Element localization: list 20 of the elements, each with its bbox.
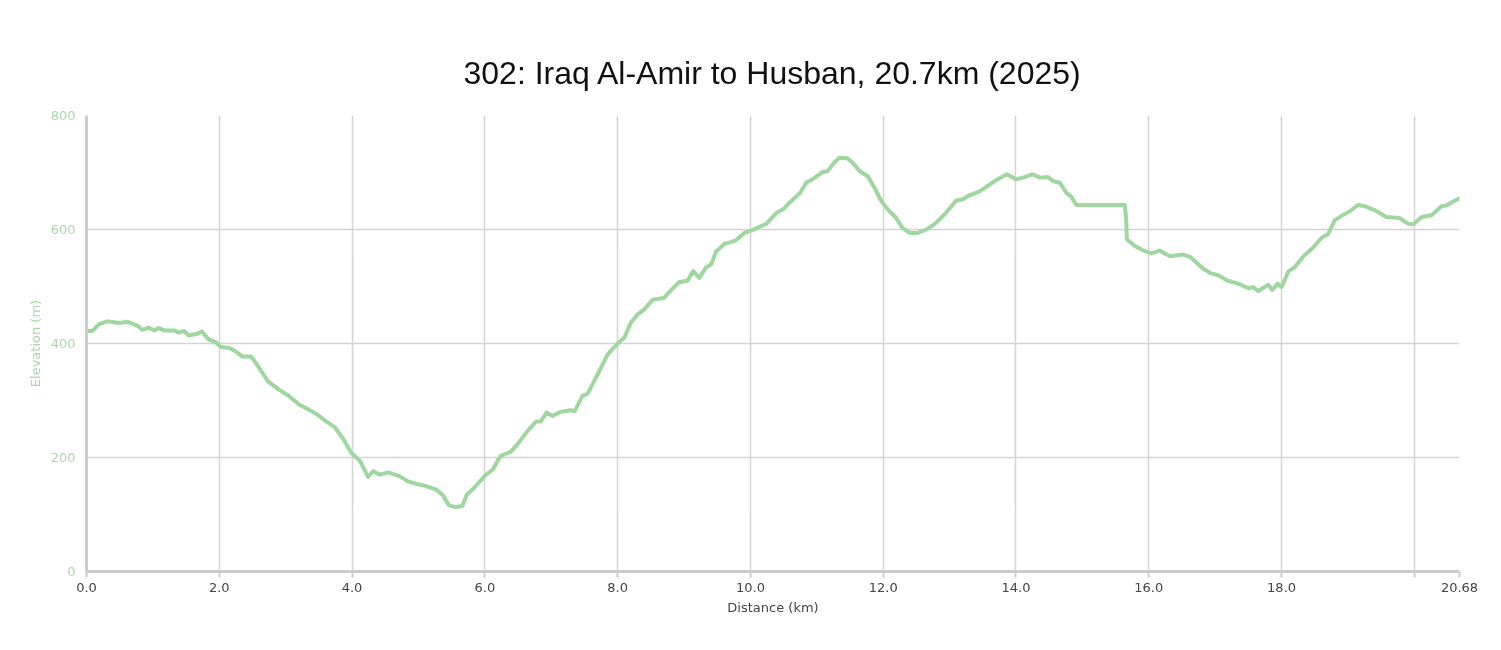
- x-tick-label: 16.0: [1134, 579, 1164, 595]
- x-tick-label: 4.0: [341, 579, 363, 595]
- x-tick-label: 0.0: [76, 579, 97, 595]
- y-tick-label: 800: [50, 108, 76, 123]
- x-tick-label: 18.0: [1267, 579, 1297, 595]
- x-tick-label: 14.0: [1001, 579, 1031, 595]
- y-tick-label: 200: [50, 450, 76, 465]
- y-tick-label: 400: [50, 336, 76, 351]
- line-series: [86, 155, 1460, 510]
- x-tick-label: 6.0: [474, 579, 496, 595]
- y-tick-label: 600: [50, 222, 76, 237]
- chart-title: 302: Iraq Al-Amir to Husban, 20.7km (2025): [463, 55, 1081, 91]
- x-tick-label: 2.0: [208, 579, 230, 595]
- x-tick-label: 20.68: [1440, 579, 1479, 595]
- x-tick-label: 12.0: [868, 579, 898, 595]
- y-axis-title: Elevation (m): [27, 299, 43, 388]
- x-axis-title: Distance (km): [727, 599, 819, 615]
- x-tick-label: 10.0: [735, 579, 765, 595]
- y-tick-label: 0: [67, 564, 76, 579]
- x-tick-label: 8.0: [607, 579, 628, 595]
